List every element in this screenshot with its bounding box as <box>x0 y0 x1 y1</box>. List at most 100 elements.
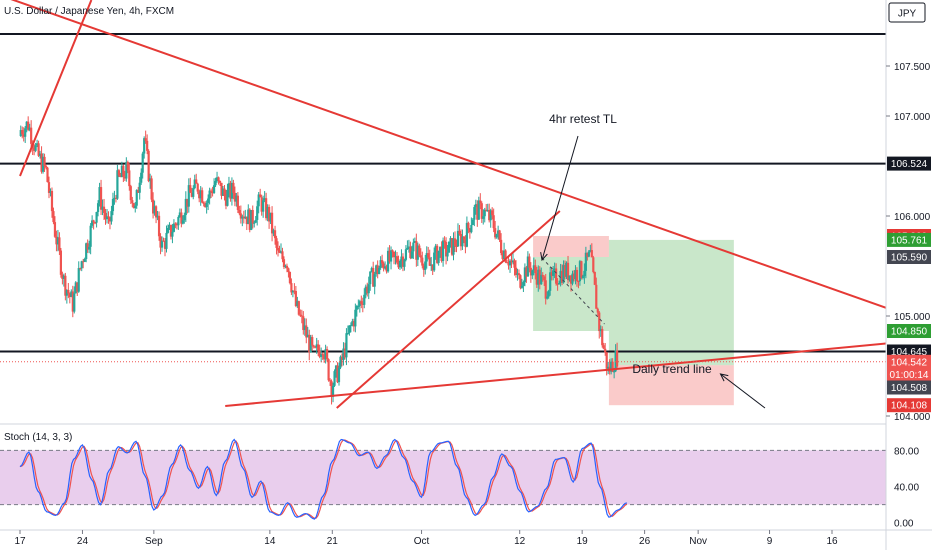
price-tag-bg <box>887 380 931 395</box>
candle-body <box>327 359 330 381</box>
price-pane[interactable]: 4hr retest TL Daily trend line <box>0 0 932 409</box>
candle-body <box>168 224 171 228</box>
candle-body <box>196 183 199 192</box>
candle-body <box>415 240 418 260</box>
candle-body <box>223 188 226 197</box>
candle-body <box>342 348 345 360</box>
candle-body <box>474 204 477 208</box>
candle-body <box>367 284 370 294</box>
candle-body <box>171 231 174 237</box>
annotations[interactable]: 4hr retest TL Daily trend line <box>540 112 766 409</box>
currency-badge[interactable]: JPY <box>888 2 926 23</box>
position-short-loss-zone <box>533 236 609 257</box>
annotation-text-0: 4hr retest TL <box>549 112 617 126</box>
candle-body <box>540 274 543 285</box>
candle-body <box>514 267 518 276</box>
candle-body <box>320 354 323 357</box>
candle-body <box>64 275 67 296</box>
candle-body <box>123 176 126 179</box>
candle-body <box>351 321 354 326</box>
candle-body <box>361 303 364 305</box>
candle-body <box>372 268 375 287</box>
candle-body <box>61 274 64 279</box>
price-tag: 105.761 <box>887 232 931 247</box>
candle-body <box>245 216 248 225</box>
candle-body <box>119 175 122 178</box>
candle-body <box>334 365 338 372</box>
candle-body <box>339 356 342 368</box>
stoch-tick-label: 0.00 <box>894 519 914 530</box>
stoch-pane[interactable] <box>0 438 886 520</box>
candle-body <box>37 143 40 156</box>
candle-body <box>135 190 138 206</box>
price-tag: 104.508 <box>887 380 931 395</box>
candle-body <box>550 272 553 276</box>
candle-body <box>379 260 382 268</box>
candle-body <box>30 127 33 144</box>
candle-body <box>56 237 60 245</box>
price-tag: 106.524 <box>887 156 931 171</box>
candle-body <box>465 222 468 247</box>
price-tag-label: 106.524 <box>891 159 928 170</box>
candle-body <box>424 261 427 270</box>
time-tick-label: 16 <box>826 536 838 547</box>
price-axis[interactable]: 107.500 107.000 106.000 105.000 104.000 <box>886 62 931 423</box>
candle-body <box>526 256 529 277</box>
candle-body <box>287 268 290 273</box>
candle-body <box>79 268 82 270</box>
candle-body <box>149 178 152 182</box>
candle-body <box>205 202 208 208</box>
candle-body <box>535 273 538 285</box>
candle-body <box>409 246 412 259</box>
candle-body <box>363 294 366 305</box>
candle-body <box>98 187 101 204</box>
candle-body <box>290 283 293 293</box>
candle-body <box>288 272 292 284</box>
price-tick-label: 105.000 <box>894 312 931 323</box>
candle-body <box>53 222 57 237</box>
candle-body <box>468 228 471 233</box>
time-tick-label: Nov <box>689 536 707 547</box>
trend-line-3 <box>19 0 93 177</box>
candle-body <box>141 153 144 173</box>
candle-body <box>403 259 406 267</box>
candle-body <box>345 333 348 358</box>
candle-body <box>266 206 269 219</box>
candle-body <box>24 128 27 137</box>
candle-body <box>552 270 555 276</box>
candle-body <box>596 308 599 313</box>
candle-body <box>447 241 451 253</box>
price-tag-bg <box>887 232 931 247</box>
candle-body <box>239 213 242 219</box>
candle-body <box>160 240 164 248</box>
time-axis[interactable]: 17 24 Sep 14 21 Oct 12 19 26 Nov 9 16 <box>14 530 838 547</box>
candle-body <box>583 270 586 277</box>
candle-body <box>485 209 488 211</box>
candle-body <box>394 256 397 258</box>
candle-body <box>129 186 132 201</box>
candle-body <box>89 225 92 247</box>
candle-body <box>308 334 311 353</box>
candle-body <box>456 230 460 247</box>
candle-body <box>74 282 77 294</box>
candle-body <box>86 243 89 250</box>
candle-body <box>55 236 58 245</box>
candle-body <box>226 189 229 206</box>
position-short-profit-zone <box>533 257 609 331</box>
candle-body <box>132 203 135 209</box>
stoch-band <box>0 450 886 505</box>
candle-body <box>605 352 608 369</box>
candle-body <box>330 381 333 397</box>
candle-body <box>25 121 28 129</box>
price-tag-bg <box>887 398 931 413</box>
candle-body <box>459 233 463 247</box>
price-tag: 104.542 <box>887 354 931 369</box>
stoch-axis[interactable]: 80.00 40.00 0.00 <box>894 446 919 529</box>
trend-lines[interactable] <box>2 0 932 409</box>
candle-body <box>178 212 181 217</box>
candle-body <box>520 285 524 288</box>
candle-body <box>251 210 254 224</box>
trend-line-2 <box>336 210 561 409</box>
candle-body <box>555 268 558 284</box>
